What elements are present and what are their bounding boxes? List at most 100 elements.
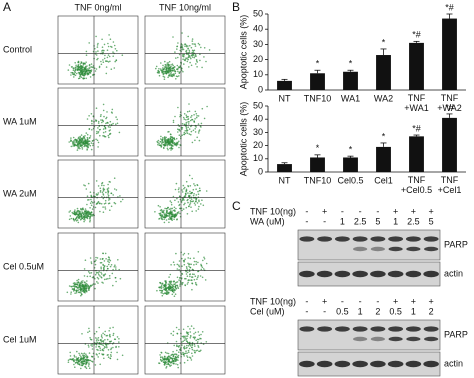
- event-dot: [163, 288, 165, 290]
- event-dot: [112, 51, 114, 53]
- event-dot: [185, 277, 187, 280]
- significance-mark: *#: [412, 123, 421, 133]
- event-dot: [87, 210, 90, 213]
- lane-label: 1: [358, 306, 363, 316]
- event-dot: [84, 287, 87, 290]
- bar: [442, 117, 457, 172]
- event-dot: [72, 69, 75, 72]
- event-dot: [183, 131, 186, 134]
- event-dot: [193, 183, 195, 185]
- event-dot: [163, 221, 166, 224]
- event-dot: [107, 61, 110, 63]
- event-dot: [187, 53, 190, 56]
- event-dot: [186, 275, 189, 278]
- plot-frame: [57, 15, 139, 85]
- column-header: TNF 0ng/ml: [74, 2, 121, 12]
- event-dot: [198, 199, 200, 201]
- event-dot: [159, 281, 162, 284]
- event-dot: [91, 276, 94, 279]
- event-dot: [162, 136, 164, 139]
- event-dot: [91, 201, 94, 204]
- event-dot: [158, 68, 160, 70]
- event-dot: [81, 364, 84, 367]
- lane-label: 2.5: [354, 216, 367, 226]
- event-dot: [77, 65, 79, 67]
- event-dot: [86, 217, 88, 219]
- lane-label: -: [305, 216, 308, 226]
- event-dot: [172, 330, 175, 333]
- event-dot: [187, 118, 190, 120]
- event-dot: [89, 135, 92, 137]
- event-dot: [119, 195, 121, 197]
- event-dot: [179, 130, 181, 132]
- plot-frame: [144, 87, 226, 157]
- event-dot: [178, 140, 180, 143]
- event-dot: [81, 68, 84, 71]
- event-dot: [85, 290, 87, 293]
- event-dot: [86, 280, 88, 282]
- event-dot: [181, 48, 184, 51]
- event-dot: [187, 185, 190, 188]
- event-dot: [174, 188, 177, 191]
- event-dot: [80, 70, 83, 73]
- event-dot: [185, 180, 188, 183]
- event-dot: [78, 146, 80, 148]
- event-dot: [102, 197, 105, 200]
- event-dot: [169, 215, 171, 217]
- event-dot: [187, 281, 189, 284]
- event-dot: [182, 351, 184, 354]
- event-dot: [164, 207, 166, 210]
- event-dot: [109, 333, 111, 336]
- event-dot: [97, 146, 99, 148]
- protein-band: [352, 360, 368, 368]
- event-dot: [88, 115, 90, 117]
- event-dot: [91, 345, 93, 347]
- event-dot: [88, 330, 91, 333]
- protein-band: [299, 236, 315, 242]
- event-dot: [169, 66, 171, 69]
- event-dot: [195, 63, 197, 65]
- event-dot: [102, 187, 105, 190]
- event-dot: [94, 283, 96, 285]
- event-dot: [99, 187, 102, 190]
- event-dot: [190, 263, 192, 266]
- event-dot: [87, 146, 90, 149]
- event-dot: [94, 364, 97, 366]
- event-dot: [185, 335, 187, 338]
- event-dot: [174, 282, 177, 284]
- event-dot: [177, 359, 179, 362]
- event-dot: [74, 209, 76, 211]
- event-dot: [194, 110, 197, 113]
- event-dot: [174, 70, 176, 73]
- event-dot: [112, 334, 114, 337]
- event-dot: [196, 276, 199, 279]
- event-dot: [197, 346, 200, 348]
- event-dot: [169, 357, 171, 359]
- event-dot: [166, 141, 169, 144]
- event-dot: [194, 128, 196, 130]
- event-dot: [113, 188, 116, 190]
- event-dot: [169, 285, 172, 287]
- event-dot: [177, 366, 179, 369]
- event-dot: [181, 191, 184, 193]
- event-dot: [185, 188, 188, 191]
- protein-band: [353, 246, 368, 252]
- event-dot: [157, 204, 160, 207]
- event-dot: [176, 345, 178, 348]
- event-dot: [172, 362, 174, 365]
- event-dot: [81, 140, 83, 143]
- event-dot: [167, 358, 170, 361]
- event-dot: [82, 213, 85, 216]
- event-dot: [100, 60, 102, 63]
- event-dot: [162, 75, 165, 78]
- event-dot: [88, 362, 90, 364]
- event-dot: [72, 282, 75, 285]
- event-dot: [168, 288, 171, 291]
- event-dot: [196, 202, 199, 204]
- event-dot: [69, 215, 72, 217]
- event-dot: [191, 40, 194, 42]
- event-dot: [107, 189, 109, 191]
- event-dot: [109, 259, 112, 262]
- event-dot: [95, 180, 98, 182]
- event-dot: [183, 133, 185, 136]
